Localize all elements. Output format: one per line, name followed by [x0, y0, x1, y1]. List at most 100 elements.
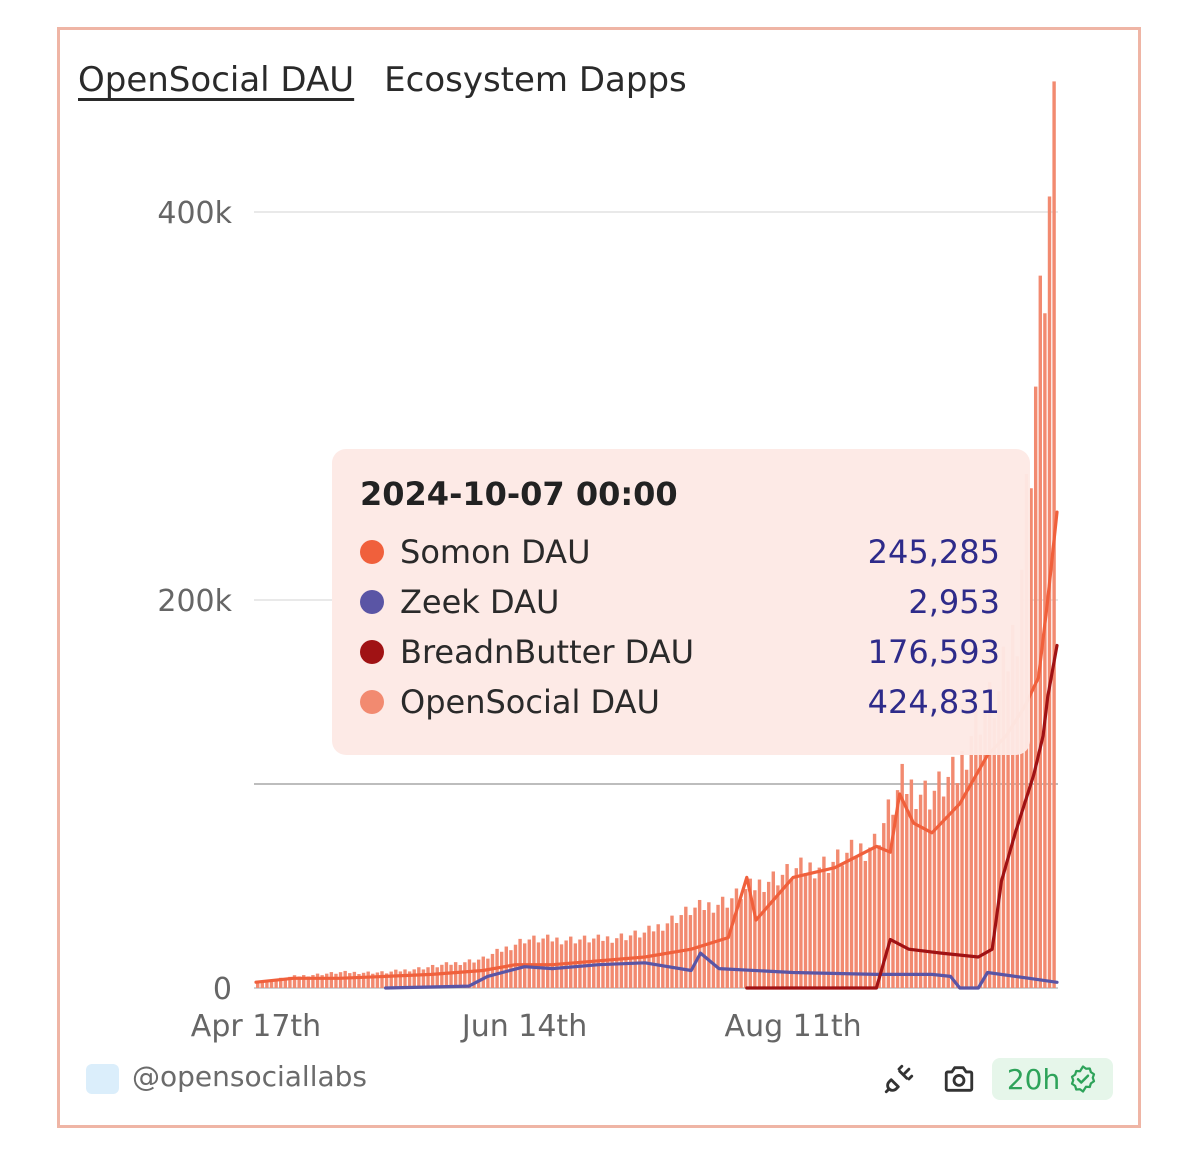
bar — [407, 971, 412, 988]
bar — [813, 878, 817, 988]
bar — [297, 976, 301, 988]
bar — [486, 958, 490, 988]
bar — [739, 899, 743, 988]
y-tick-label: 200k — [157, 584, 232, 619]
bar — [918, 794, 923, 988]
bar — [329, 972, 334, 988]
bar — [757, 879, 762, 988]
bar — [371, 973, 375, 988]
bar — [854, 856, 858, 988]
tooltip-row: Zeek DAU 2,953 — [360, 577, 1000, 627]
bar — [716, 904, 720, 988]
bar — [928, 809, 932, 988]
bar — [467, 959, 472, 988]
bar — [762, 891, 766, 988]
tooltip-series-name: BreadnButter DAU — [400, 633, 695, 671]
tooltip-series-name: OpenSocial DAU — [400, 683, 660, 721]
tooltip-series-value: 245,285 — [867, 533, 1000, 571]
bar — [974, 700, 978, 988]
bar — [937, 771, 941, 988]
bar — [932, 790, 937, 988]
bar — [826, 872, 831, 988]
bar — [946, 776, 950, 988]
tab-opensocial-dau[interactable]: OpenSocial DAU — [78, 60, 355, 100]
bar — [1029, 488, 1033, 988]
bar — [859, 843, 863, 988]
bar — [292, 975, 297, 988]
brand-logo — [86, 1064, 119, 1094]
bar — [808, 862, 812, 988]
bar — [651, 931, 656, 988]
bar — [868, 847, 872, 988]
bar — [743, 889, 748, 988]
bar — [951, 756, 955, 988]
bar — [532, 935, 536, 988]
bar — [288, 976, 292, 988]
bar — [900, 763, 904, 988]
bar — [1043, 313, 1047, 988]
bar — [426, 967, 430, 988]
bar — [1001, 646, 1006, 988]
camera-icon[interactable] — [942, 1062, 976, 1096]
bar — [334, 973, 338, 988]
bar — [964, 769, 969, 988]
bar — [720, 896, 725, 988]
bar — [785, 864, 789, 988]
bar — [375, 972, 380, 988]
bar — [476, 959, 481, 988]
tooltip-series-name: Zeek DAU — [400, 583, 560, 621]
bar — [440, 964, 444, 988]
bar — [799, 857, 803, 988]
bar — [790, 878, 794, 988]
bar — [605, 936, 610, 988]
bar — [389, 971, 393, 988]
bar — [417, 967, 421, 988]
tooltip-series-value: 2,953 — [908, 583, 1000, 621]
tooltip-title: 2024-10-07 00:00 — [360, 475, 678, 513]
brand-handle[interactable]: @opensociallabs — [132, 1060, 368, 1093]
bar — [325, 973, 329, 988]
bar — [992, 718, 996, 988]
tooltip-series-value: 176,593 — [867, 633, 1000, 671]
bar — [817, 867, 822, 988]
bar — [338, 972, 343, 988]
bar — [983, 708, 987, 988]
bar — [863, 860, 868, 988]
tab-bar: OpenSocial DAU Ecosystem Dapps — [78, 58, 687, 102]
bar — [302, 975, 306, 988]
bar — [463, 962, 467, 988]
bar — [490, 953, 495, 988]
tab-ecosystem-dapps[interactable]: Ecosystem Dapps — [384, 60, 687, 100]
bar — [265, 980, 269, 988]
bar — [628, 935, 633, 988]
bar — [1033, 386, 1038, 989]
bar — [960, 750, 964, 988]
bar — [776, 885, 780, 988]
bar — [766, 881, 771, 988]
unplug-icon[interactable] — [882, 1062, 916, 1096]
bar — [1020, 569, 1024, 988]
bar — [905, 794, 909, 988]
bar — [674, 923, 679, 988]
bar — [279, 977, 283, 988]
bar — [730, 898, 734, 988]
bar — [969, 736, 973, 988]
bar — [361, 972, 366, 988]
bar — [453, 962, 458, 988]
chart-tooltip: 2024-10-07 00:00 Somon DAU 245,285 Zeek … — [332, 449, 1030, 755]
bar — [725, 907, 729, 988]
tooltip-series-name: Somon DAU — [400, 533, 591, 571]
tooltip-row: BreadnButter DAU 176,593 — [360, 627, 1000, 677]
refresh-badge[interactable]: 20h — [992, 1058, 1113, 1100]
bar — [849, 839, 854, 988]
bar — [914, 809, 918, 988]
bar — [895, 790, 900, 988]
bar — [458, 964, 462, 988]
series-line-breadnbutter-dau — [745, 643, 1059, 990]
bar — [380, 971, 384, 988]
bar — [274, 979, 278, 988]
bar — [877, 845, 881, 988]
bar — [283, 978, 288, 988]
series-dot-somon — [360, 540, 384, 564]
